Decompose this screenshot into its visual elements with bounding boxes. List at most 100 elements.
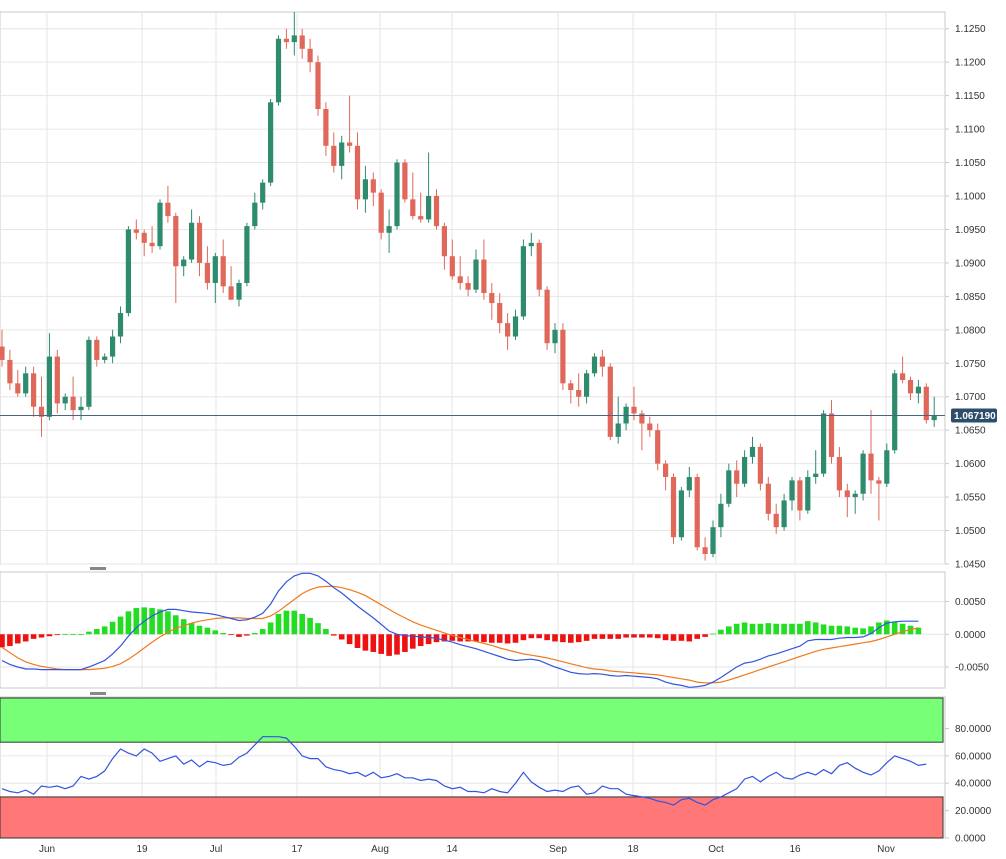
price-y-tick-label: 1.1200	[955, 58, 986, 69]
price-y-tick-label: 1.0550	[955, 493, 986, 504]
candle	[252, 192, 258, 230]
candle-body	[678, 490, 684, 538]
price-y-tick-label: 1.0650	[955, 426, 986, 437]
candle	[299, 28, 305, 59]
macd-histogram-bar	[125, 611, 132, 635]
macd-histogram-bar	[828, 625, 835, 635]
macd-histogram-bar	[283, 610, 290, 635]
macd-histogram-bar	[204, 627, 211, 635]
candle	[552, 323, 558, 354]
candle	[734, 460, 740, 498]
candle	[228, 266, 234, 300]
candle-body	[915, 386, 921, 394]
candle-body	[426, 196, 432, 220]
candle-body	[173, 216, 179, 267]
candle-body	[228, 286, 234, 300]
macd-histogram-bar	[654, 634, 661, 639]
candle-body	[165, 202, 171, 217]
candle-body	[789, 480, 795, 501]
macd-histogram-bar	[805, 621, 811, 635]
candle	[31, 366, 37, 417]
candle	[828, 400, 835, 464]
candle-body	[828, 413, 835, 457]
candle-body	[457, 276, 463, 283]
macd-histogram-bar	[789, 623, 795, 635]
macd-histogram-bar	[331, 634, 337, 636]
candle-body	[536, 242, 542, 290]
x-tick-label: 16	[789, 844, 801, 855]
candle-body	[544, 289, 550, 344]
candle	[339, 135, 345, 180]
candle-body	[465, 282, 471, 290]
candle-body	[181, 259, 187, 267]
macd-histogram-bar	[670, 634, 677, 641]
candle	[189, 209, 195, 263]
candle	[268, 98, 274, 186]
macd-histogram-bar	[109, 621, 116, 635]
candle-body	[844, 490, 850, 498]
candle	[307, 38, 313, 73]
macd-y-tick-label: -0.0050	[955, 663, 989, 674]
candle-body	[125, 229, 131, 314]
candle	[236, 279, 242, 307]
candle-body	[244, 226, 250, 283]
price-y-tick-label: 1.0750	[955, 359, 986, 370]
candle-body	[797, 480, 803, 511]
candle-body	[46, 356, 52, 417]
candle	[23, 366, 29, 397]
macd-histogram-bar	[101, 626, 108, 635]
candle	[181, 256, 187, 277]
candle	[331, 132, 337, 173]
price-y-tick-label: 1.0800	[955, 325, 986, 336]
macd-histogram-bar	[749, 623, 756, 635]
candle	[923, 383, 929, 424]
macd-histogram-bar	[489, 634, 495, 643]
macd-histogram-bar	[631, 634, 637, 638]
price-y-tick-label: 1.1000	[955, 192, 986, 203]
candle-body	[315, 62, 321, 110]
candle	[528, 232, 534, 257]
candle-body	[615, 423, 621, 437]
candle-body	[560, 329, 566, 384]
macd-histogram-bar	[852, 627, 858, 635]
candle	[62, 393, 68, 411]
price-y-tick-label: 1.0500	[955, 526, 986, 537]
candle-body	[710, 527, 716, 554]
candle	[70, 376, 76, 421]
candle-body	[852, 493, 858, 498]
candle	[283, 28, 289, 49]
candle-body	[520, 246, 526, 317]
price-y-tick-label: 1.0900	[955, 258, 986, 269]
candle-body	[70, 396, 76, 411]
candle-body	[449, 256, 455, 277]
candle	[275, 35, 282, 106]
candle-body	[821, 413, 827, 474]
macd-histogram-bar	[891, 621, 898, 635]
candle-body	[418, 216, 424, 220]
rsi-y-tick-label: 80.0000	[955, 724, 992, 735]
candle-body	[876, 480, 882, 484]
rsi-line	[1, 736, 927, 806]
candle	[323, 102, 329, 156]
candle	[54, 349, 60, 414]
candle-body	[402, 162, 408, 200]
candle-body	[362, 179, 368, 200]
candle	[386, 209, 392, 253]
macd-histogram	[0, 607, 922, 656]
rsi-panel-resize-handle[interactable]	[90, 692, 106, 695]
macd-histogram-bar	[196, 625, 203, 635]
macd-histogram-bar	[773, 623, 779, 635]
macd-panel-resize-handle[interactable]	[90, 567, 106, 570]
candle	[354, 132, 361, 210]
macd-histogram-bar	[694, 634, 700, 639]
candle	[362, 165, 368, 213]
macd-histogram-bar	[741, 622, 748, 635]
macd-y-tick-label: 0.0050	[955, 597, 986, 608]
candle	[781, 493, 787, 531]
macd-histogram-bar	[338, 634, 345, 640]
macd-histogram-bar	[188, 623, 195, 635]
candle	[465, 276, 471, 297]
candle	[710, 520, 716, 558]
x-axis: Jun 19 Jul 17 Aug 14 Sep 18 Oct 16 Nov	[39, 844, 895, 855]
